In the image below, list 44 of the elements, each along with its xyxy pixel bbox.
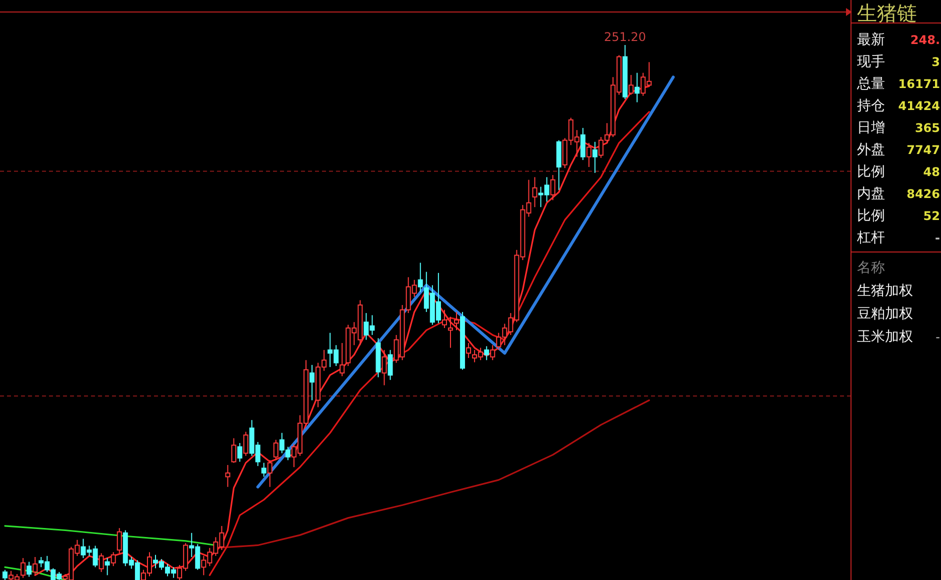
candlestick	[448, 316, 453, 348]
candlestick	[225, 464, 230, 488]
candlestick	[116, 528, 122, 554]
candlestick	[634, 72, 640, 103]
text: 3	[932, 55, 940, 69]
text: 16171	[898, 77, 940, 91]
category-label: 玉米加权	[857, 329, 913, 345]
candlestick	[628, 74, 634, 96]
category-label: 外盘	[857, 142, 885, 158]
candlestick	[388, 349, 393, 380]
text: 52	[923, 209, 940, 223]
candlestick	[592, 141, 598, 174]
text: 248.	[910, 33, 940, 47]
text: 48	[923, 165, 940, 179]
category-label: 现手	[857, 54, 885, 70]
candlestick	[20, 558, 26, 578]
category-label: 最新	[857, 32, 885, 48]
text: 365	[914, 121, 940, 135]
candlestick	[104, 558, 110, 576]
category-label: 日增	[857, 120, 885, 136]
text: 生猪链	[857, 1, 917, 25]
candlestick	[267, 460, 272, 488]
candlestick	[532, 176, 538, 208]
category-label: 杠杆	[856, 230, 885, 246]
text: 名称	[857, 260, 885, 276]
category-label: 豆粕加权	[857, 306, 913, 322]
candlestick	[310, 364, 315, 401]
category-label: 比例	[857, 164, 885, 180]
text: -	[935, 231, 940, 245]
candlestick	[454, 311, 459, 331]
candlestick	[382, 349, 387, 386]
category-label: 生猪加权	[857, 283, 913, 299]
text: 41424	[898, 99, 940, 113]
text: 7747	[906, 143, 940, 157]
candlestick	[237, 442, 242, 462]
candlestick	[466, 342, 472, 358]
candlestick	[556, 140, 562, 190]
category-label: 比例	[857, 208, 885, 224]
category-label: 持仓	[857, 98, 885, 114]
text: 8426	[906, 187, 940, 201]
category-label: 总量	[856, 76, 885, 92]
category-label: 内盘	[857, 186, 885, 202]
annotation: 251.20	[604, 30, 646, 44]
text: -	[936, 330, 940, 344]
